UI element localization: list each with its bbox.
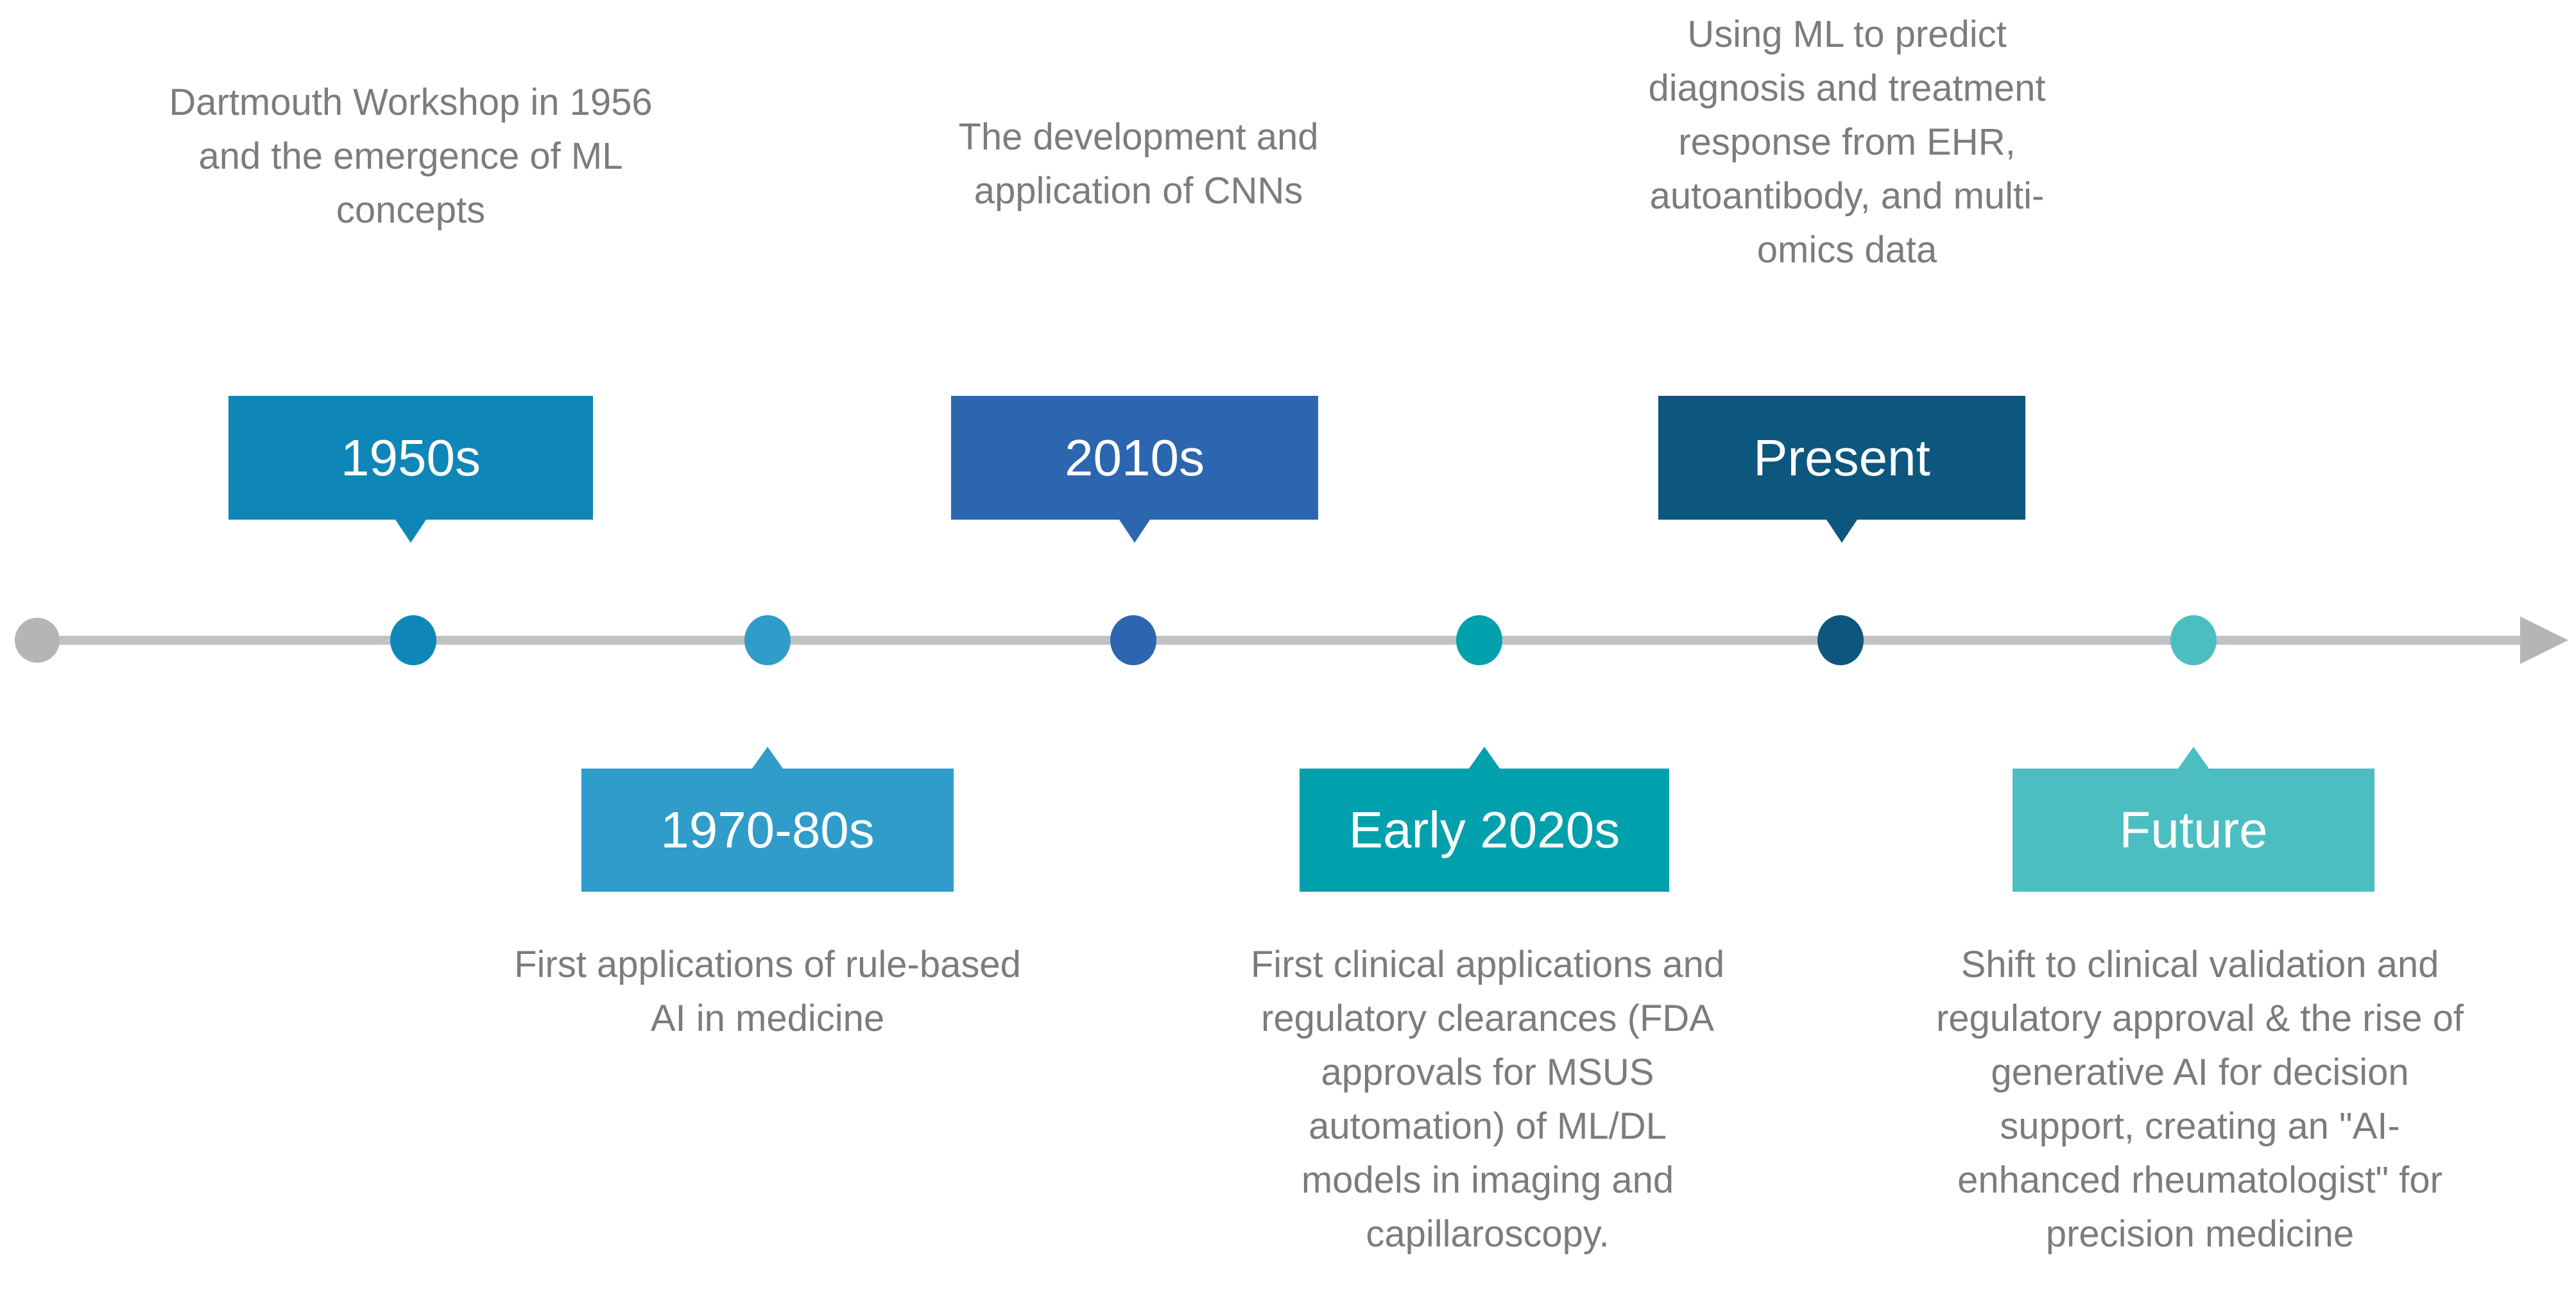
milestone-dot xyxy=(390,615,436,665)
milestone-description: Shift to clinical validation and regulat… xyxy=(1936,944,2464,1255)
milestone-dot xyxy=(1817,615,1864,665)
milestone-description: The development and application of CNNs xyxy=(958,116,1319,212)
milestone-label-box: 2010s xyxy=(951,396,1318,543)
milestone-description: Using ML to predict diagnosis and treatm… xyxy=(1648,13,2046,271)
milestone-description: Dartmouth Workshop in 1956 and the emerg… xyxy=(169,81,653,231)
milestone-label-box: 1950s xyxy=(228,396,593,543)
milestone-label: 2010s xyxy=(1065,429,1205,486)
milestone-label: 1950s xyxy=(341,429,481,486)
milestone-dot xyxy=(744,615,791,665)
milestone-label-box: 1970-80s xyxy=(581,747,954,892)
timeline-start-dot xyxy=(15,618,60,663)
milestone-label: Future xyxy=(2119,801,2268,858)
milestone-description: First applications of rule-based AI in m… xyxy=(514,944,1021,1039)
milestone-label: Present xyxy=(1753,429,1930,486)
milestone-label-box: Early 2020s xyxy=(1300,747,1669,892)
milestone-dot xyxy=(1110,615,1156,665)
milestone-label: Early 2020s xyxy=(1348,801,1620,858)
timeline-axis xyxy=(37,636,2521,645)
milestone-label-box: Present xyxy=(1658,396,2025,543)
milestone-description: First clinical applications and regulato… xyxy=(1250,944,1725,1255)
milestone-label-box: Future xyxy=(2013,747,2374,892)
milestone-label: 1970-80s xyxy=(660,801,875,858)
milestone-dot xyxy=(1456,615,1502,665)
arrow-right-icon xyxy=(2520,617,2568,664)
milestone-dot xyxy=(2170,615,2217,665)
